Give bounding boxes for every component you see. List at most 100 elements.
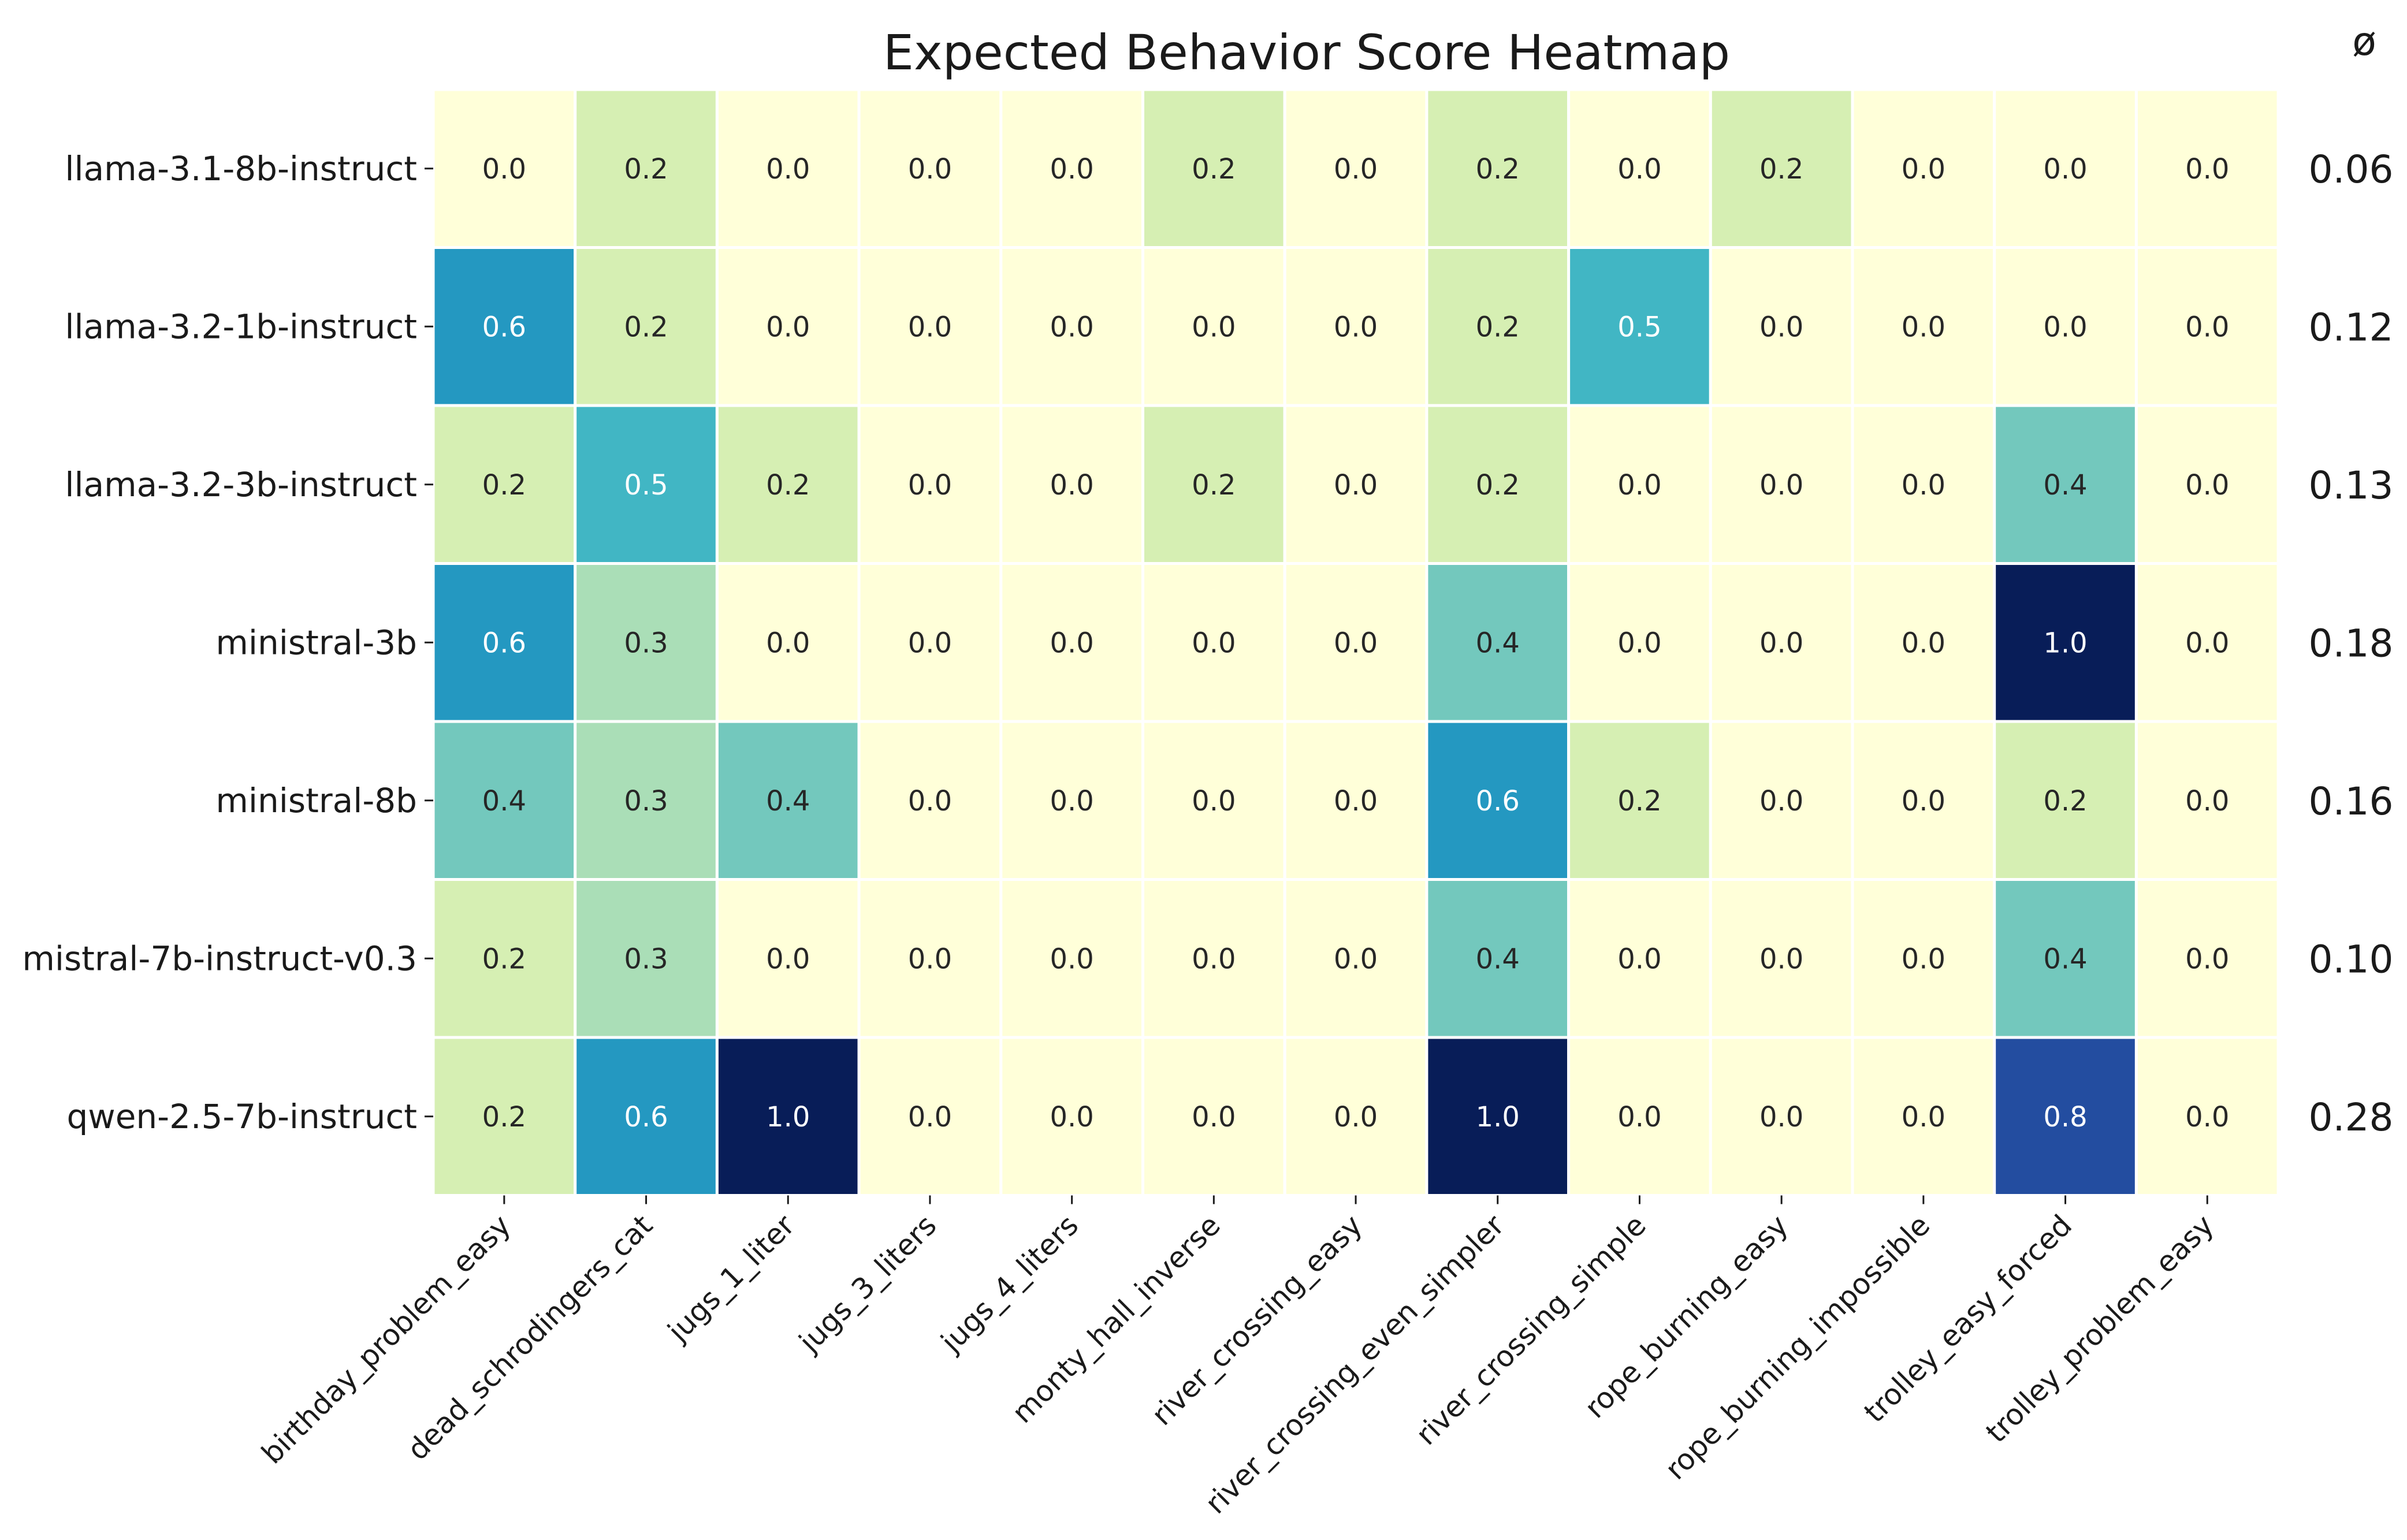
row-average-label: 0.06 [2309, 147, 2394, 192]
heatmap-cell [431, 404, 577, 565]
cell-value-label: 0.2 [1759, 153, 1803, 185]
heatmap-cell [431, 88, 577, 249]
cell-value-label: 0.0 [1334, 469, 1378, 501]
cell-value-label: 0.0 [1050, 1101, 1093, 1133]
heatmap-cell [2134, 246, 2280, 407]
heatmap-cell [1283, 562, 1428, 723]
heatmap-cell [1993, 878, 2138, 1039]
heatmap-cell [1567, 720, 1712, 881]
heatmap-cell [1993, 88, 2138, 249]
row-labels: llama-3.1-8b-instruct llama-3.2-1b-instru… [22, 149, 433, 1136]
cell-value-label: 0.2 [624, 311, 668, 343]
cell-value-label: 0.0 [1759, 943, 1803, 975]
heatmap-cell [431, 1036, 577, 1197]
column-label: dead_schrodingers_cat [401, 1208, 659, 1467]
row-average-label: 0.18 [2309, 621, 2394, 665]
heatmap-cell [1283, 878, 1428, 1039]
cell-value-label: 0.0 [1334, 311, 1378, 343]
row-label: llama-3.2-1b-instruct [65, 307, 417, 346]
row-label: llama-3.1-8b-instruct [65, 149, 417, 188]
row-average-label: 0.13 [2309, 463, 2394, 508]
heatmap-cell [1425, 88, 1571, 249]
heatmap-cell [2134, 562, 2280, 723]
cell-value-label: 0.2 [624, 153, 668, 185]
heatmap-cell [1283, 720, 1428, 881]
chart-title: Expected Behavior Score Heatmap [883, 24, 1730, 81]
heatmap-cell [999, 246, 1145, 407]
row-average-labels: 0.06 0.12 0.13 0.18 0.16 0.10 0.28 [2309, 147, 2394, 1140]
column-label: jugs_1_liter [661, 1208, 801, 1349]
heatmap-cell [2134, 720, 2280, 881]
cell-value-label: 0.0 [1334, 627, 1378, 659]
cell-value-label: 0.0 [1902, 627, 1945, 659]
heatmap-cell [574, 878, 719, 1039]
cell-value-label: 0.0 [482, 153, 526, 185]
cell-value-label: 0.2 [482, 943, 526, 975]
cell-value-label: 0.0 [1759, 469, 1803, 501]
cell-value-label: 0.2 [482, 469, 526, 501]
row-average-label: 0.16 [2309, 779, 2394, 824]
cell-value-label: 0.6 [482, 627, 526, 659]
cell-value-label: 0.0 [908, 469, 952, 501]
cell-value-label: 0.2 [1192, 469, 1236, 501]
cell-value-label: 0.0 [1334, 1101, 1378, 1133]
heatmap-cell [1567, 1036, 1712, 1197]
heatmap-cell [2134, 878, 2280, 1039]
heatmap-cell [715, 720, 861, 881]
row-average-label: 0.12 [2309, 305, 2394, 349]
heatmap-cell [1567, 878, 1712, 1039]
cell-value-label: 1.0 [766, 1101, 810, 1133]
cell-value-label: 0.0 [1902, 785, 1945, 817]
cell-value-label: 0.0 [1050, 627, 1093, 659]
column-labels: birthday_problem_easydead_schrodingers_c… [255, 1195, 2220, 1520]
heatmap-cell [1851, 1036, 1996, 1197]
cell-value-label: 0.0 [1192, 1101, 1236, 1133]
cell-value-label: 0.0 [1902, 153, 1945, 185]
cell-value-label: 0.0 [2185, 627, 2229, 659]
cell-value-label: 0.0 [1050, 785, 1093, 817]
heatmap-cell [1141, 246, 1286, 407]
row-label: qwen-2.5-7b-instruct [66, 1097, 417, 1136]
heatmap-cell [999, 878, 1145, 1039]
cell-value-label: 0.3 [624, 627, 668, 659]
cell-value-label: 0.3 [624, 943, 668, 975]
column-label: river_crossing_even_simpler [1199, 1208, 1511, 1520]
heatmap-cell [1993, 562, 2138, 723]
heatmap-cell [1425, 878, 1571, 1039]
column-label: birthday_problem_easy [255, 1208, 518, 1471]
cell-value-label: 0.0 [2185, 311, 2229, 343]
heatmap-cell [715, 246, 861, 407]
cell-value-label: 0.0 [2185, 153, 2229, 185]
cell-value-label: 0.0 [1617, 153, 1661, 185]
heatmap-cell [1709, 246, 1854, 407]
cell-value-label: 0.8 [2043, 1101, 2087, 1133]
heatmap-cell [857, 1036, 1003, 1197]
cell-value-label: 0.3 [624, 785, 668, 817]
cell-value-label: 0.2 [1476, 311, 1520, 343]
heatmap-cell [1851, 404, 1996, 565]
cell-value-label: 0.4 [2043, 469, 2087, 501]
heatmap-cell [1709, 562, 1854, 723]
cell-value-label: 0.0 [1902, 943, 1945, 975]
cell-value-label: 0.6 [1476, 785, 1520, 817]
cell-value-label: 0.4 [1476, 627, 1520, 659]
cell-value-label: 0.5 [1617, 311, 1661, 343]
cell-value-label: 0.0 [1617, 943, 1661, 975]
cell-value-label: 0.2 [1192, 153, 1236, 185]
cell-value-label: 0.0 [1050, 153, 1093, 185]
column-label: rope_burning_impossible [1659, 1208, 1937, 1486]
heatmap-cell [715, 1036, 861, 1197]
cell-value-label: 0.4 [2043, 943, 2087, 975]
cell-value-label: 0.2 [766, 469, 810, 501]
cell-value-label: 0.0 [2043, 153, 2087, 185]
cell-value-label: 1.0 [2043, 627, 2087, 659]
cell-value-label: 0.0 [1759, 1101, 1803, 1133]
row-average-label: 0.10 [2309, 937, 2394, 981]
heatmap-cell [1283, 1036, 1428, 1197]
cell-value-label: 0.0 [2185, 1101, 2229, 1133]
cell-value-label: 0.0 [1334, 153, 1378, 185]
cell-value-label: 0.0 [1759, 311, 1803, 343]
row-label: ministral-8b [215, 781, 417, 820]
cell-value-label: 0.0 [908, 153, 952, 185]
